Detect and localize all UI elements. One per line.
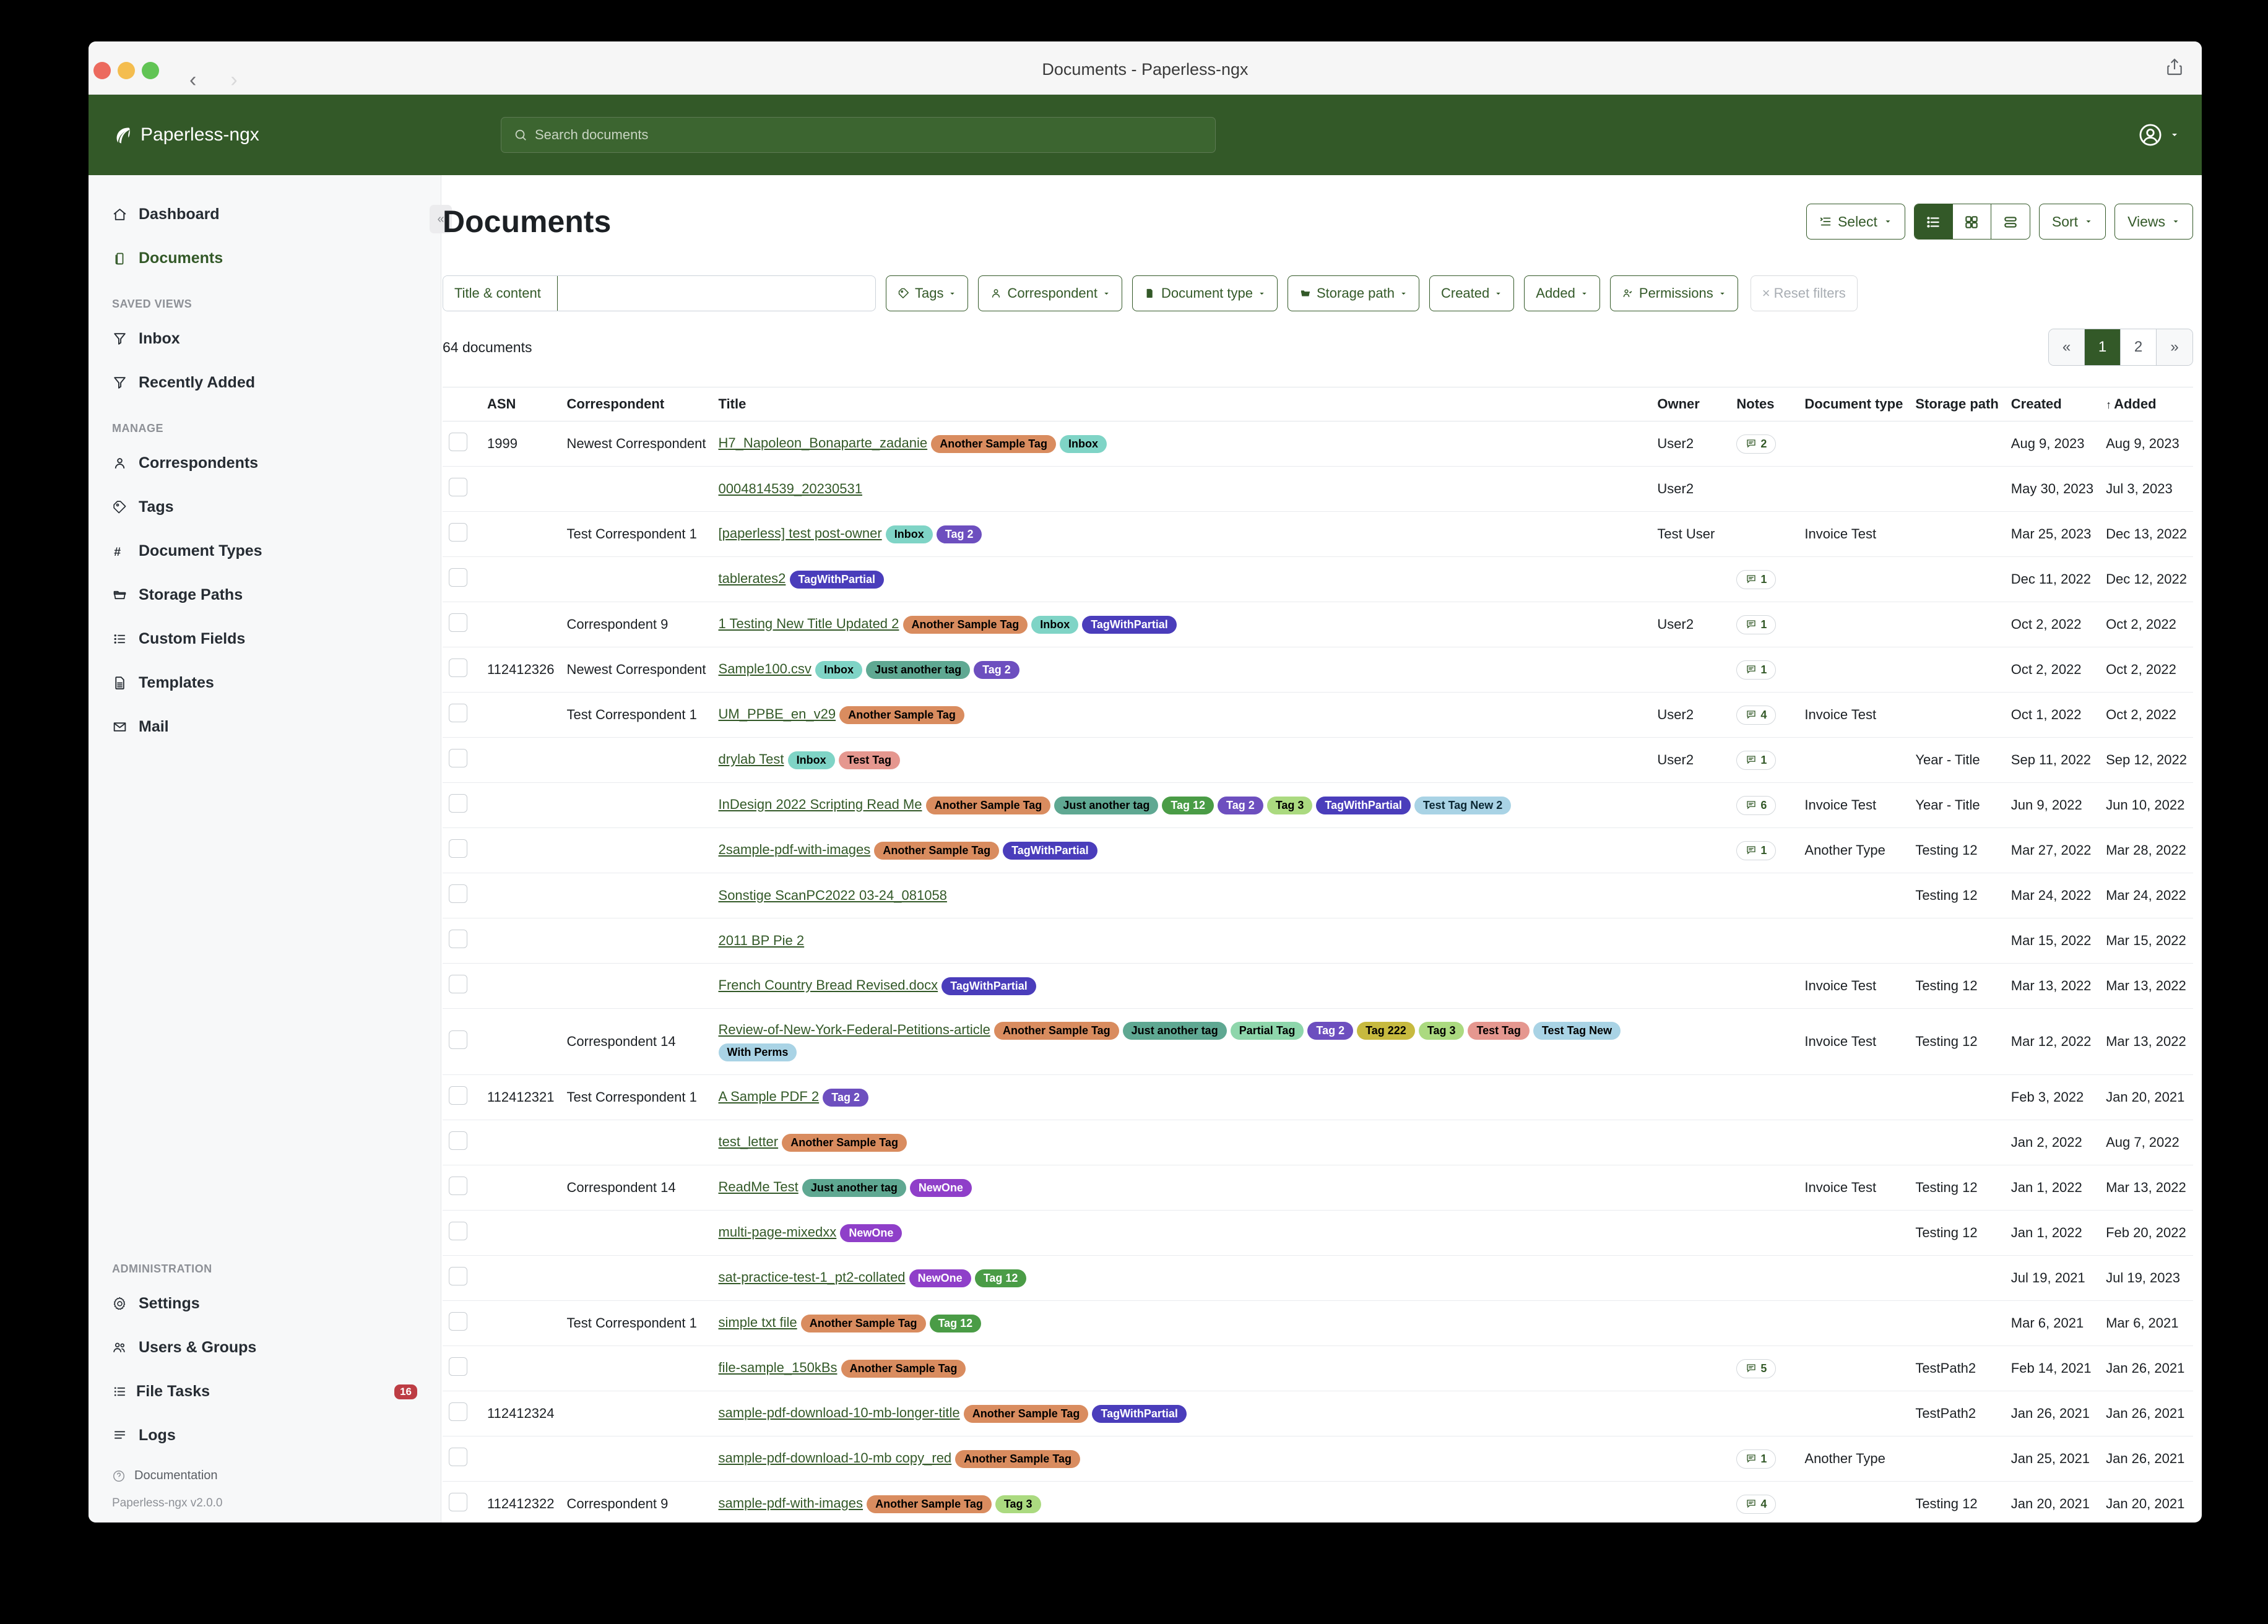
svg-text:#: # (114, 545, 121, 559)
